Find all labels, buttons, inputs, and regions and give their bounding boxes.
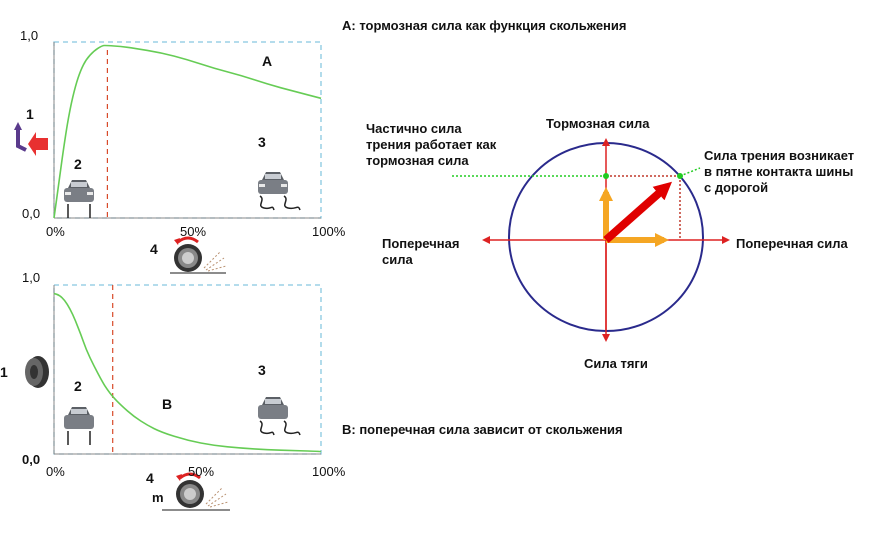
chart-b-caption: B: поперечная сила зависит от скольжения (342, 422, 623, 437)
chart-b-marker-m: m (152, 490, 164, 505)
chart-b-marker-4: 4 (146, 470, 154, 486)
friction-circle-diagram (452, 138, 730, 342)
tyre-icon (25, 356, 49, 388)
chart-b-xtick-100: 100% (312, 464, 346, 479)
car-skid-icon (258, 397, 301, 436)
chart-b-series-label: B (162, 396, 173, 412)
circle-left-label-1: Поперечная (382, 236, 460, 251)
wheel-slip-icon (170, 236, 227, 274)
chart-b (53, 284, 322, 455)
wheel-slip-icon (162, 472, 230, 511)
chart-b-ytick-bottom: 0,0 (22, 452, 41, 467)
chart-a (53, 41, 322, 219)
circle-right-label: Поперечная сила (736, 236, 848, 251)
car-icon (64, 180, 94, 218)
friction-resultant-arrow (603, 181, 672, 243)
chart-a-series-label: A (262, 53, 273, 69)
chart-b-xtick-0: 0% (46, 464, 65, 479)
chart-a-curve (53, 44, 322, 219)
chart-b-marker-1: 1 (0, 364, 8, 380)
partial-note-line-3: тормозная сила (366, 153, 469, 168)
chart-a-marker-3: 3 (258, 134, 266, 150)
circle-top-label: Тормозная сила (546, 116, 650, 131)
friction-note-line-2: в пятне контакта шины (704, 164, 854, 179)
chart-a-marker-2: 2 (74, 156, 82, 172)
friction-note-leader (679, 167, 701, 177)
chart-a-xtick-50: 50% (180, 224, 207, 239)
chart-b-ytick-top: 1,0 (22, 270, 41, 285)
chart-b-marker-3: 3 (258, 362, 266, 378)
chart-b-frame (53, 284, 322, 455)
chart-a-xtick-100: 100% (312, 224, 346, 239)
chart-b-curve (53, 292, 322, 453)
chart-b-xtick-50: 50% (188, 464, 215, 479)
chart-b-marker-2: 2 (74, 378, 82, 394)
car-icon (64, 407, 94, 445)
car-skid-icon (258, 172, 301, 211)
chart-a-ytick-top: 1,0 (20, 28, 39, 43)
braking-point-dot (603, 173, 609, 179)
chart-a-ytick-bottom: 0,0 (22, 206, 41, 221)
friction-note-line-3: с дорогой (704, 180, 769, 195)
friction-note-line-1: Сила трения возникает (704, 148, 855, 163)
circle-left-label-2: сила (382, 252, 413, 267)
steering-arrow-icon (14, 122, 48, 156)
chart-a-marker-4: 4 (150, 241, 158, 257)
chart-a-xtick-0: 0% (46, 224, 65, 239)
circle-bottom-label: Сила тяги (584, 356, 648, 371)
chart-a-marker-1: 1 (26, 106, 34, 122)
partial-note-line-2: трения работает как (366, 137, 497, 152)
partial-note-line-1: Частично сила (366, 121, 462, 136)
contact-point-dot (677, 173, 683, 179)
chart-a-caption: A: тормозная сила как функция скольжения (342, 18, 627, 33)
